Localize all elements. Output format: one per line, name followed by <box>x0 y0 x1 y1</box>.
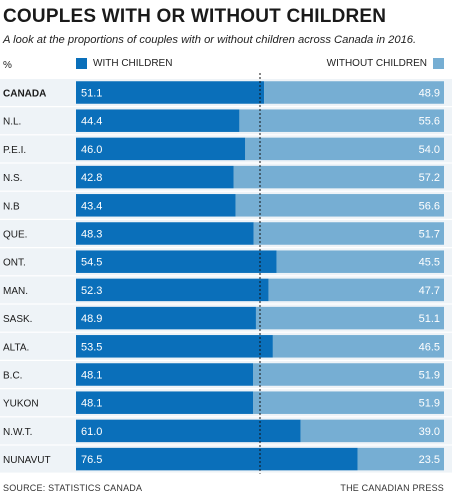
bar-with-children <box>76 194 236 217</box>
bar-without-children <box>255 306 444 330</box>
bar-without-children <box>235 194 444 217</box>
bar-with-children <box>76 250 277 273</box>
bar-without-children <box>300 419 444 443</box>
value-label-with-children: 43.4 <box>81 200 102 212</box>
legend-swatch-without-children <box>433 58 444 69</box>
value-label-without-children: 57.2 <box>419 172 440 184</box>
bar-without-children <box>245 137 444 161</box>
bar-without-children <box>276 250 444 273</box>
bar-with-children <box>76 419 301 443</box>
legend-without-children: WITHOUT CHILDREN <box>327 58 444 69</box>
bar-with-children <box>76 306 256 330</box>
bar-without-children <box>253 222 444 245</box>
value-label-with-children: 76.5 <box>81 454 102 466</box>
value-label-without-children: 39.0 <box>419 426 440 438</box>
chart-title: COUPLES WITH OR WITHOUT CHILDREN <box>3 6 387 27</box>
category-label: QUE. <box>3 230 27 241</box>
value-label-without-children: 23.5 <box>419 454 440 466</box>
value-label-with-children: 54.5 <box>81 257 102 269</box>
bar-without-children <box>264 81 444 104</box>
value-label-without-children: 54.0 <box>419 144 440 156</box>
value-label-with-children: 53.5 <box>81 341 102 353</box>
value-label-without-children: 51.9 <box>419 398 440 410</box>
credit-note: THE CANADIAN PRESS <box>340 483 444 493</box>
value-label-without-children: 51.7 <box>419 229 440 241</box>
category-label: SASK. <box>3 314 32 325</box>
category-label: B.C. <box>3 371 22 382</box>
category-label: N.L. <box>3 117 21 128</box>
value-label-without-children: 51.9 <box>419 370 440 382</box>
bar-with-children <box>76 363 254 386</box>
bar-without-children <box>239 109 444 132</box>
value-label-without-children: 46.5 <box>419 341 440 353</box>
value-label-with-children: 51.1 <box>81 88 102 100</box>
bar-with-children <box>76 81 265 104</box>
bar-with-children <box>76 109 240 132</box>
category-label: N.B <box>3 201 20 212</box>
bar-without-children <box>253 391 444 414</box>
value-label-with-children: 48.1 <box>81 370 102 382</box>
bar-with-children <box>76 137 246 161</box>
bar-without-children <box>272 335 444 358</box>
bar-without-children <box>233 165 444 189</box>
bar-without-children <box>268 278 444 302</box>
bar-with-children <box>76 447 358 471</box>
bar-without-children <box>357 447 444 471</box>
category-label: YUKON <box>3 399 39 410</box>
bar-with-children <box>76 335 273 358</box>
chart-subtitle: A look at the proportions of couples wit… <box>3 34 417 46</box>
value-label-without-children: 48.9 <box>419 88 440 100</box>
value-label-with-children: 48.3 <box>81 229 102 241</box>
value-label-without-children: 45.5 <box>419 257 440 269</box>
value-label-without-children: 55.6 <box>419 116 440 128</box>
value-label-without-children: 47.7 <box>419 285 440 297</box>
category-label: N.S. <box>3 173 22 184</box>
category-label: P.E.I. <box>3 145 26 156</box>
value-label-without-children: 51.1 <box>419 313 440 325</box>
value-label-with-children: 46.0 <box>81 144 102 156</box>
unit-label: % <box>3 60 12 71</box>
category-label: N.W.T. <box>3 427 32 438</box>
category-label: MAN. <box>3 286 28 297</box>
legend-label-without-children: WITHOUT CHILDREN <box>326 58 427 69</box>
bar-without-children <box>253 363 444 386</box>
bar-with-children <box>76 165 234 189</box>
value-label-with-children: 42.8 <box>81 172 102 184</box>
bar-with-children <box>76 278 269 302</box>
value-label-with-children: 48.9 <box>81 313 102 325</box>
legend-label-with-children: WITH CHILDREN <box>93 58 173 69</box>
legend-with-children: WITH CHILDREN <box>76 58 172 69</box>
bar-with-children <box>76 391 254 414</box>
value-label-with-children: 52.3 <box>81 285 102 297</box>
value-label-with-children: 44.4 <box>81 116 102 128</box>
category-label: ONT. <box>3 258 26 269</box>
value-label-with-children: 48.1 <box>81 398 102 410</box>
value-label-with-children: 61.0 <box>81 426 102 438</box>
legend-swatch-with-children <box>76 58 87 69</box>
category-label: ALTA. <box>3 342 29 353</box>
value-label-without-children: 56.6 <box>419 200 440 212</box>
bar-with-children <box>76 222 254 245</box>
category-label: NUNAVUT <box>3 455 51 466</box>
source-note: SOURCE: STATISTICS CANADA <box>3 483 143 493</box>
category-label: CANADA <box>3 89 46 100</box>
